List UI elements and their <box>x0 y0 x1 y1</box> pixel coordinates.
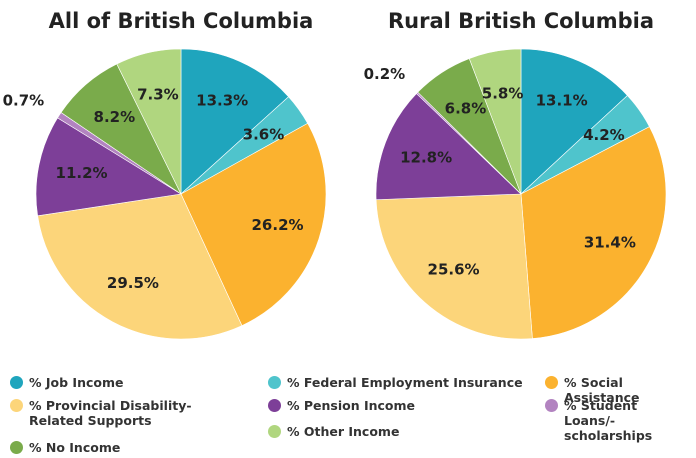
legend-entry: % Pension Income <box>268 398 508 413</box>
legend-swatch <box>10 441 23 454</box>
pie-slice <box>520 48 628 195</box>
data-label: 13.1% <box>536 91 588 109</box>
legend-swatch <box>545 376 558 389</box>
legend-entry: % Provincial Disability-Related Supports <box>10 398 260 428</box>
legend-entry: % Federal Employment Insurance <box>268 375 528 390</box>
data-label: 0.2% <box>364 65 406 83</box>
data-label: 31.4% <box>584 234 636 252</box>
legend-entry: % Student Loans/-scholarships <box>545 398 695 443</box>
pie-slice <box>520 126 667 339</box>
chart-title: All of British Columbia <box>49 9 314 33</box>
chart-title: Rural British Columbia <box>388 9 654 33</box>
data-label: 8.2% <box>94 108 136 126</box>
pie-slice <box>375 193 533 340</box>
legend-entry: % No Income <box>10 440 250 455</box>
data-label: 29.5% <box>107 274 159 292</box>
legend-swatch <box>545 399 558 412</box>
legend-label: % Student Loans/-scholarships <box>564 398 653 443</box>
legend-swatch <box>268 399 281 412</box>
data-label: 26.2% <box>252 216 304 234</box>
legend-entry: % Job Income <box>10 375 240 390</box>
legend-swatch <box>10 399 23 412</box>
pie-slice <box>180 122 327 326</box>
pie-slice <box>180 48 289 195</box>
legend-label: % Provincial Disability-Related Supports <box>29 398 192 428</box>
legend-swatch <box>268 376 281 389</box>
data-label: 3.6% <box>243 125 285 143</box>
legend-label: % Pension Income <box>287 398 416 413</box>
legend-label: % Other Income <box>287 424 400 439</box>
charts: All of British Columbia 13.3% 3.6% 26.2% 29.… <box>3 9 667 340</box>
legend-label: % No Income <box>29 440 121 455</box>
pie-slice <box>37 193 243 340</box>
data-label: 5.8% <box>482 85 524 103</box>
data-label: 11.2% <box>56 164 108 182</box>
data-label: 12.8% <box>400 148 452 166</box>
legend-label: % Social Assistance <box>564 375 640 405</box>
data-label: 7.3% <box>137 86 179 104</box>
legend-label: % Job Income <box>29 375 124 390</box>
data-label: 6.8% <box>445 100 487 118</box>
legend-entry: % Other Income <box>268 424 508 439</box>
pie-slice <box>468 48 522 195</box>
legend-swatch <box>268 425 281 438</box>
pie-slice <box>375 93 522 201</box>
legend-swatch <box>10 376 23 389</box>
data-label: 25.6% <box>428 260 480 278</box>
data-label: 13.3% <box>196 92 248 110</box>
data-label: 4.2% <box>583 126 625 144</box>
data-label: 0.7% <box>3 91 45 109</box>
pie-slice <box>116 48 182 195</box>
legend-label: % Federal Employment Insurance <box>287 375 523 390</box>
pie-slice <box>35 117 182 217</box>
legend-entry: % Social Assistance <box>545 375 695 405</box>
